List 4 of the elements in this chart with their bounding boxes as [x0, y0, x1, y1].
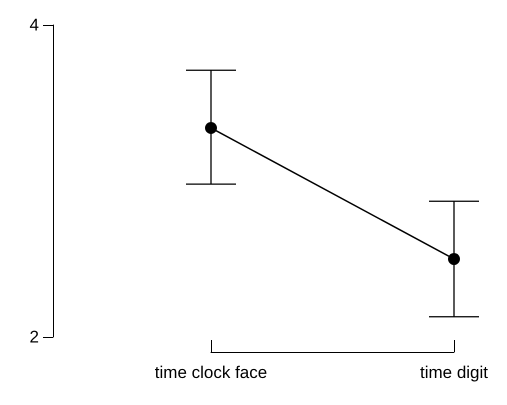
x-tick-label: time clock face: [154, 363, 268, 382]
x-tick-label: time digit: [420, 363, 488, 382]
y-tick-label: 4: [30, 16, 39, 34]
y-tick-label: 2: [30, 328, 39, 346]
